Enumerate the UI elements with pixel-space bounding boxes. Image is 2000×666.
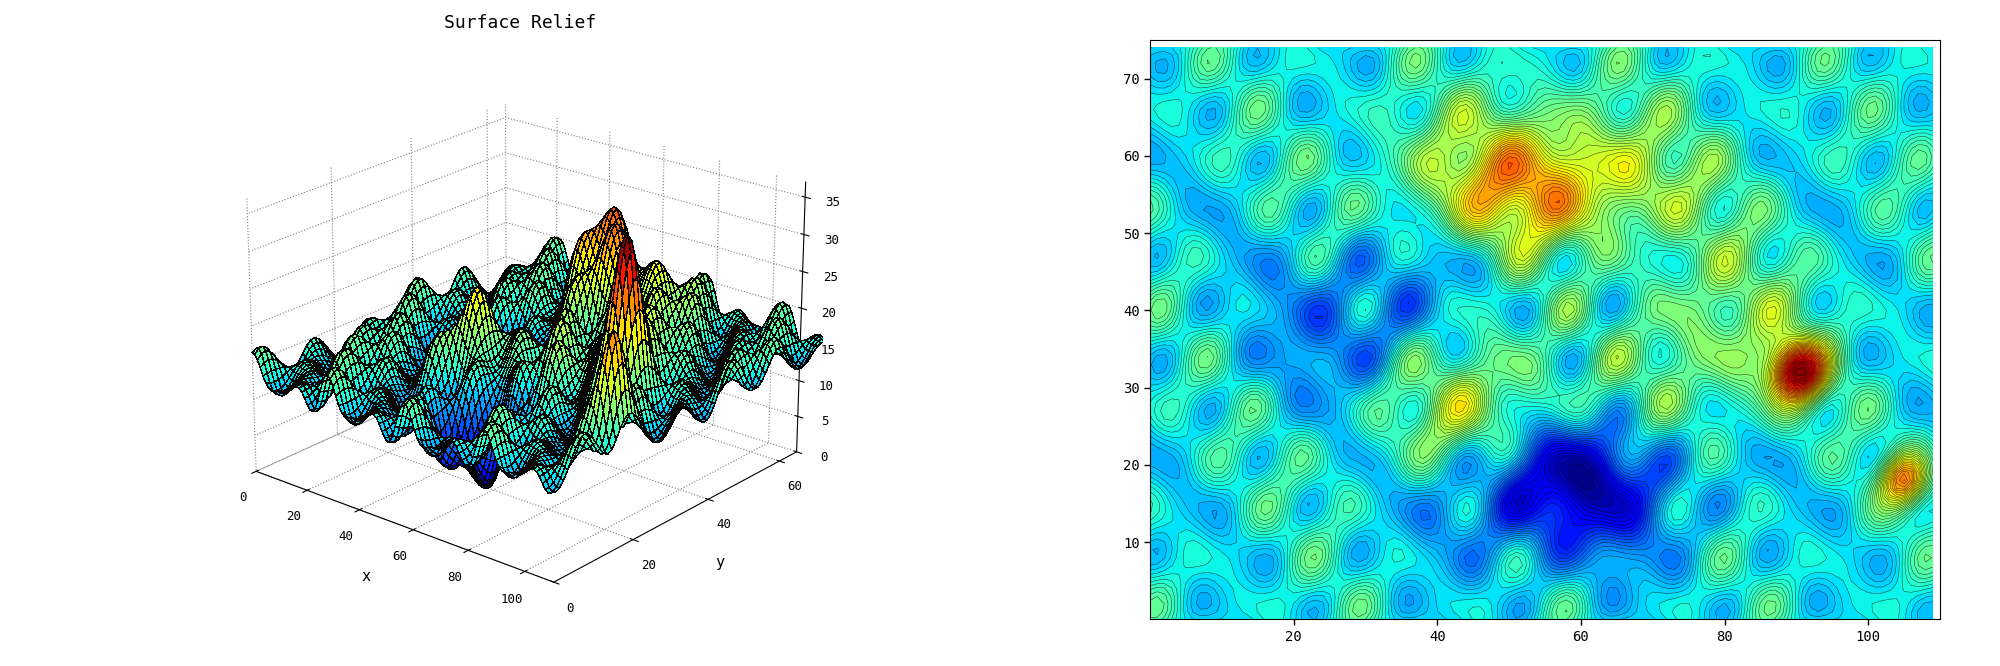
X-axis label: x: x bbox=[362, 569, 370, 584]
Y-axis label: y: y bbox=[716, 555, 724, 570]
Title: Surface Relief: Surface Relief bbox=[444, 14, 596, 32]
